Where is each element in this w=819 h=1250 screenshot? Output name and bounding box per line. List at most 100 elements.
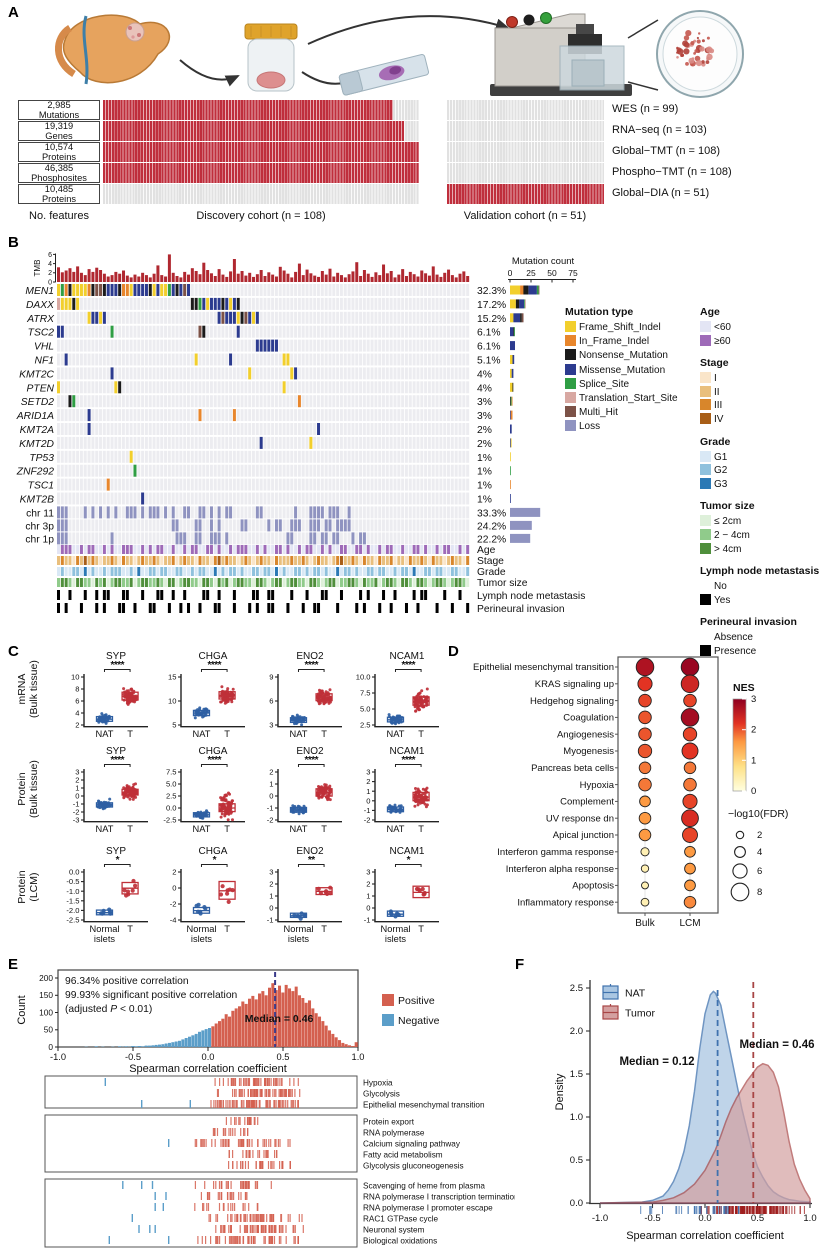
svg-text:2%: 2% xyxy=(477,439,492,450)
svg-text:Tumor: Tumor xyxy=(625,1008,655,1020)
svg-text:2: 2 xyxy=(751,725,756,736)
svg-text:1.5: 1.5 xyxy=(570,1069,583,1080)
validation-waffle-bar xyxy=(447,163,604,183)
svg-text:NAT: NAT xyxy=(290,729,308,739)
svg-text:3: 3 xyxy=(269,868,273,877)
svg-text:Grade: Grade xyxy=(477,567,506,578)
svg-text:1: 1 xyxy=(751,755,756,766)
svg-text:NCAM1: NCAM1 xyxy=(389,846,424,857)
legend-swatch-icon xyxy=(700,321,711,332)
legend-swatch-icon xyxy=(700,528,711,540)
svg-text:2.5: 2.5 xyxy=(360,721,371,730)
svg-text:1%: 1% xyxy=(477,481,492,492)
annotation-track: Lymph node metastasis xyxy=(57,590,585,602)
svg-text:0: 0 xyxy=(508,268,513,278)
svg-text:T: T xyxy=(127,729,133,739)
legend-swatch-icon xyxy=(565,335,576,347)
svg-text:Scavenging of heme from plasma: Scavenging of heme from plasma xyxy=(363,1182,485,1191)
svg-text:1%: 1% xyxy=(477,467,492,478)
discovery-waffle-bar xyxy=(103,163,419,183)
svg-text:ATRX: ATRX xyxy=(26,314,55,325)
legend-item: IV xyxy=(700,412,819,427)
assay-label: RNA−seq (n = 103) xyxy=(612,124,707,136)
svg-text:-1.5: -1.5 xyxy=(66,896,79,905)
svg-text:Tumor size: Tumor size xyxy=(477,578,528,589)
svg-text:chr 11: chr 11 xyxy=(26,508,54,519)
svg-text:T: T xyxy=(418,924,424,934)
svg-text:3: 3 xyxy=(366,868,370,877)
svg-text:****: **** xyxy=(304,660,318,671)
clinical-annotation-legend: Age <60 ≥60 Stage I II III IV Grade G1 G2 G3 Tumor s… xyxy=(700,306,819,668)
legend-swatch-icon xyxy=(700,593,711,605)
svg-text:RNA polymerase I promoter esca: RNA polymerase I promoter escape xyxy=(363,1204,493,1213)
svg-text:Bulk: Bulk xyxy=(635,918,655,929)
legend-swatch-icon xyxy=(700,580,711,591)
mutation-type-legend: Mutation type Frame_Shift_Indel In_Frame_I… xyxy=(565,306,678,435)
svg-text:1: 1 xyxy=(269,780,273,789)
legend-swatch-icon xyxy=(565,406,576,418)
svg-text:Epithelial mesenchymal transit: Epithelial mesenchymal transition xyxy=(363,1101,485,1110)
oncoprint-row: DAXX 17.2% xyxy=(26,297,526,311)
legend-swatch-icon xyxy=(565,349,576,361)
svg-text:VHL: VHL xyxy=(34,342,54,353)
legend-item: > 4cm xyxy=(700,542,819,557)
gsea-rug-box: Hypoxia Glycolysis Epithelial mesenchymal … xyxy=(44,1075,485,1110)
svg-text:Density: Density xyxy=(554,1073,566,1110)
svg-text:-1: -1 xyxy=(73,800,80,809)
legend-item: ≥60 xyxy=(700,334,819,349)
svg-text:17.2%: 17.2% xyxy=(477,300,506,311)
svg-text:TSC1: TSC1 xyxy=(28,481,54,492)
svg-text:Epithelial mesenchymal transit: Epithelial mesenchymal transition xyxy=(473,662,614,673)
svg-text:Normal: Normal xyxy=(186,924,216,934)
svg-text:6: 6 xyxy=(48,252,52,259)
oncoprint-row: chr 3p 24.2% xyxy=(25,519,532,532)
svg-text:0.0: 0.0 xyxy=(69,868,80,877)
legend-item: II xyxy=(700,385,819,400)
svg-text:Pancreas beta cells: Pancreas beta cells xyxy=(531,763,614,774)
svg-text:1: 1 xyxy=(366,892,370,901)
legend-group: Tumor size ≤ 2cm 2 − 4cm > 4cm xyxy=(700,500,819,556)
histogram-legend: Positive Negative xyxy=(382,994,440,1027)
svg-text:-0.5: -0.5 xyxy=(125,1052,141,1062)
svg-text:****: **** xyxy=(401,755,415,766)
svg-text:DAXX: DAXX xyxy=(26,300,55,311)
svg-text:NAT: NAT xyxy=(193,824,211,834)
svg-text:Angiogenesis: Angiogenesis xyxy=(557,729,614,740)
legend-item: Frame_Shift_Indel xyxy=(565,321,678,335)
svg-text:Glycolysis: Glycolysis xyxy=(363,1090,400,1099)
svg-text:T: T xyxy=(224,729,230,739)
assay-label: Global−TMT (n = 108) xyxy=(612,145,721,157)
legend-swatch-icon xyxy=(700,631,711,642)
svg-text:ZNF292: ZNF292 xyxy=(16,467,54,478)
svg-text:Age: Age xyxy=(477,545,496,556)
svg-text:15.2%: 15.2% xyxy=(477,314,506,325)
histogram: 0 50 100 150 200 -1.0 -0.5 0.0 0.5 1.0 Spearman co… xyxy=(16,969,364,1075)
discovery-waffle-bar xyxy=(103,184,419,204)
legend-swatch-icon xyxy=(700,450,711,462)
svg-text:8: 8 xyxy=(757,887,762,898)
boxplot-panel: ENO2**** 9 6 3 NAT T xyxy=(269,651,342,739)
panel-label-e: E xyxy=(8,956,19,973)
svg-text:6.1%: 6.1% xyxy=(477,328,500,339)
legend-item: Yes xyxy=(700,593,819,608)
svg-text:CHGA: CHGA xyxy=(199,651,228,662)
legend-item: In_Frame_Indel xyxy=(565,335,678,349)
svg-text:2: 2 xyxy=(172,868,176,877)
validation-caption: Validation cohort (n = 51) xyxy=(463,210,587,222)
oncoprint-row: ATRX 15.2% xyxy=(26,311,524,325)
svg-text:****: **** xyxy=(304,755,318,766)
svg-text:Spearman correlation coefficie: Spearman correlation coefficient xyxy=(626,1230,784,1242)
svg-text:Normal: Normal xyxy=(380,924,410,934)
svg-text:3: 3 xyxy=(366,768,370,777)
oncoprint-row: KMT2A 2% xyxy=(20,423,512,436)
svg-text:-3: -3 xyxy=(73,816,80,825)
svg-text:99.93% significant positive co: 99.93% significant positive correlation xyxy=(65,990,238,1001)
svg-text:*: * xyxy=(213,855,217,866)
svg-text:Normal: Normal xyxy=(89,924,119,934)
assay-label: Phospho−TMT (n = 108) xyxy=(612,166,732,178)
svg-text:4: 4 xyxy=(757,847,762,858)
svg-text:Positive: Positive xyxy=(398,995,435,1007)
